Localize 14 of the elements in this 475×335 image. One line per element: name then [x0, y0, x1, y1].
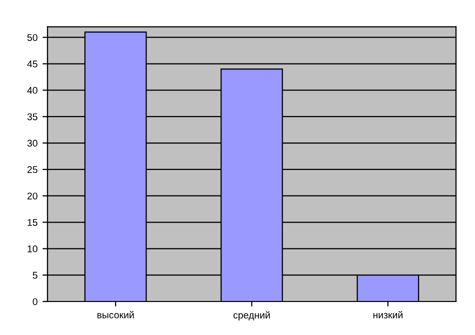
y-tick-label: 10	[28, 245, 38, 252]
x-tick-label: средний	[233, 311, 270, 320]
y-tick-label: 20	[27, 192, 38, 200]
y-tick-label: 45	[27, 60, 38, 68]
y-tick-label: 25	[27, 166, 38, 174]
y-tick-label: 30	[27, 140, 38, 147]
y-tick-label: 40	[27, 86, 38, 94]
y-tick-label: 50	[27, 34, 38, 41]
x-tick-label: низкий	[373, 311, 402, 318]
y-tick-label: 5	[32, 272, 38, 279]
y-tick-label: 0	[32, 298, 38, 306]
y-tick-label: 15	[28, 219, 38, 226]
x-tick-label: высокий	[97, 311, 134, 318]
y-tick-label: 35	[27, 113, 38, 120]
